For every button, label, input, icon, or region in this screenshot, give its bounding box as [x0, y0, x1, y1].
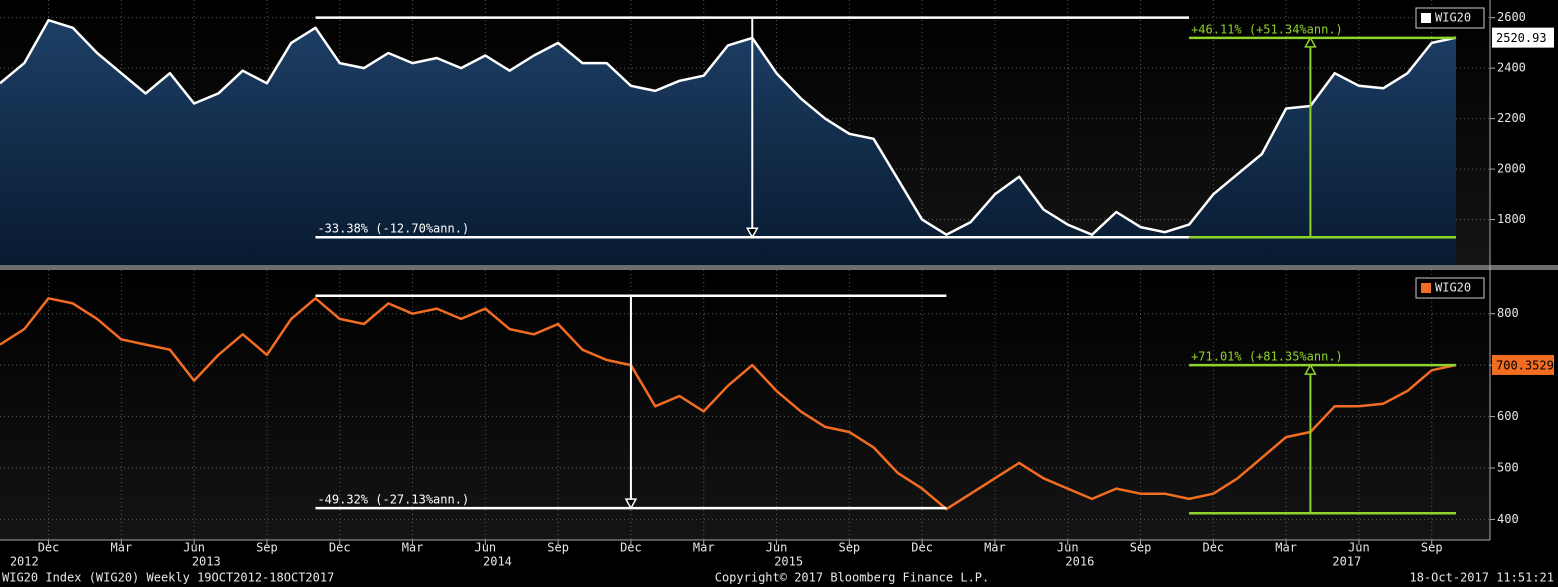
series-line — [0, 297, 1457, 511]
x-tick-label: Mar — [984, 541, 1006, 555]
x-tick-label: Mar — [693, 541, 715, 555]
annotation-arrowhead — [1304, 363, 1317, 375]
x-tick-label: Jun — [1057, 541, 1079, 555]
legend-label: WIG20 — [1435, 11, 1471, 25]
footer-center: Copyright© 2017 Bloomberg Finance L.P. — [715, 571, 990, 585]
last-value-label: 2520.93 — [1496, 31, 1547, 45]
last-value-box — [1492, 27, 1554, 48]
x-year-label: 2013 — [192, 555, 221, 569]
panel-separator — [0, 265, 1558, 270]
y-tick-label: 1800 — [1497, 212, 1526, 226]
x-tick-label: Jun — [183, 541, 205, 555]
series-line — [0, 18, 1457, 236]
x-tick-label: Mar — [402, 541, 424, 555]
annotation-label: +71.01% (+81.35%ann.) — [1191, 350, 1343, 364]
y-tick-label: 400 — [1497, 512, 1519, 526]
y-tick-label: 500 — [1497, 461, 1519, 475]
x-tick-label: Dec — [329, 541, 351, 555]
legend-frame — [1415, 277, 1485, 299]
x-tick-label: Mar — [1275, 541, 1297, 555]
x-year-label: 2012 — [10, 555, 39, 569]
annotation-label: -33.38% (-12.70%ann.) — [317, 222, 469, 236]
plot-area — [0, 297, 1490, 520]
x-tick-label: Dec — [911, 541, 933, 555]
y-tick-label: 2600 — [1497, 10, 1526, 24]
y-tick-label: 2200 — [1497, 111, 1526, 125]
x-tick-label: Sep — [838, 541, 860, 555]
last-value-label: 700.35297 — [1496, 358, 1558, 372]
legend-frame — [1415, 7, 1485, 29]
panel-background — [0, 270, 1490, 540]
footer-left: WIG20 Index (WIG20) Weekly 19OCT2012-18O… — [2, 571, 334, 585]
x-tick-label: Mar — [110, 541, 132, 555]
annotation-arrowhead — [745, 227, 759, 239]
annotation-arrowhead — [1304, 36, 1317, 48]
x-year-label: 2015 — [774, 555, 803, 569]
y-tick-label: 2000 — [1497, 162, 1526, 176]
legend-swatch — [1421, 283, 1431, 293]
footer-bar — [0, 570, 1558, 587]
x-tick-label: Sep — [1130, 541, 1152, 555]
legend-label: WIG20 — [1435, 281, 1471, 295]
annotation-arrowhead — [624, 498, 638, 510]
x-tick-label: Sep — [547, 541, 569, 555]
y-tick-label: 600 — [1497, 409, 1519, 423]
last-value-box — [1492, 354, 1554, 375]
x-tick-label: Jun — [766, 541, 788, 555]
x-year-label: 2017 — [1332, 555, 1361, 569]
x-tick-label: Jun — [474, 541, 496, 555]
y-tick-label: 2400 — [1497, 61, 1526, 75]
x-year-label: 2016 — [1065, 555, 1094, 569]
y-tick-label: 800 — [1497, 306, 1519, 320]
x-tick-label: Sep — [256, 541, 278, 555]
x-tick-label: Jun — [1348, 541, 1370, 555]
x-tick-label: Dec — [38, 541, 60, 555]
x-tick-label: Dec — [1202, 541, 1224, 555]
annotation-label: -49.32% (-27.13%ann.) — [317, 493, 469, 507]
series-area — [0, 20, 1456, 265]
x-year-label: 2014 — [483, 555, 512, 569]
footer-right: 18-Oct-2017 11:51:21 — [1410, 571, 1555, 585]
legend-swatch — [1421, 13, 1431, 23]
x-tick-label: Sep — [1421, 541, 1443, 555]
annotation-label: +46.11% (+51.34%ann.) — [1191, 22, 1343, 36]
x-tick-label: Dec — [620, 541, 642, 555]
